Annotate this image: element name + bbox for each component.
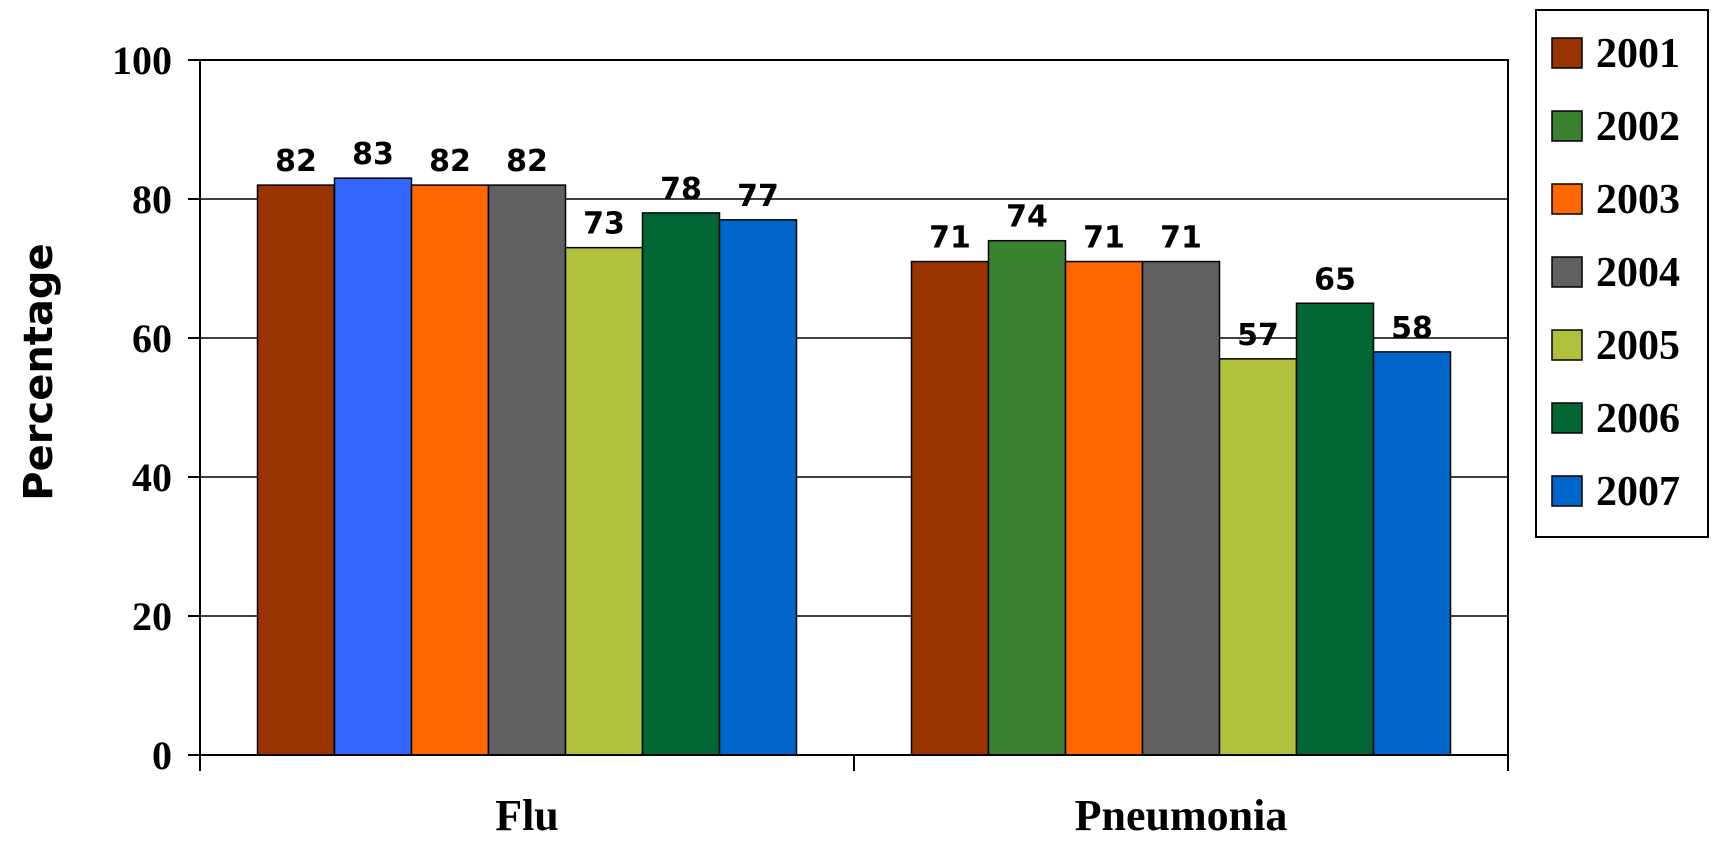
legend-swatch-2002 bbox=[1551, 110, 1583, 142]
bar-2006-pneumonia bbox=[1295, 302, 1375, 756]
legend-label: 2006 bbox=[1596, 396, 1680, 442]
bar-2001-flu bbox=[256, 184, 336, 756]
data-label: 82 bbox=[506, 144, 548, 179]
data-label: 71 bbox=[1083, 221, 1125, 256]
data-label: 83 bbox=[352, 137, 394, 172]
legend-swatch-2003 bbox=[1551, 183, 1583, 215]
category-labels: Flu Pneumonia bbox=[495, 791, 1287, 840]
axes bbox=[188, 59, 1509, 771]
data-label: 77 bbox=[737, 179, 779, 214]
bar-2001-pneumonia bbox=[910, 260, 990, 756]
bar-2004-flu bbox=[487, 184, 567, 756]
legend-label: 2004 bbox=[1596, 250, 1680, 296]
category-label: Pneumonia bbox=[1075, 791, 1288, 840]
bar-2003-pneumonia bbox=[1064, 260, 1144, 756]
legend-swatch-2006 bbox=[1551, 402, 1583, 434]
category-label: Flu bbox=[495, 791, 559, 840]
y-tick-label: 80 bbox=[132, 177, 172, 222]
bar-2005-flu bbox=[564, 246, 644, 756]
legend-label: 2007 bbox=[1596, 469, 1680, 515]
bar-2006-flu bbox=[641, 212, 721, 756]
legend: 2001 2002 2003 2004 2005 2006 2007 bbox=[1535, 9, 1709, 538]
bar-2003-flu bbox=[410, 184, 490, 756]
bar-2007-flu bbox=[718, 219, 798, 756]
data-label: 57 bbox=[1237, 318, 1279, 353]
legend-swatch-2007 bbox=[1551, 475, 1583, 507]
bar-2002-flu bbox=[333, 177, 413, 756]
y-tick-label: 40 bbox=[132, 455, 172, 500]
bar-2004-pneumonia bbox=[1141, 260, 1221, 756]
data-label: 71 bbox=[1160, 221, 1202, 256]
data-label: 82 bbox=[429, 144, 471, 179]
data-label: 82 bbox=[275, 144, 317, 179]
bars bbox=[256, 177, 1452, 756]
y-tick-labels: 0 20 40 60 80 100 bbox=[112, 38, 172, 778]
legend-label: 2005 bbox=[1596, 323, 1680, 369]
data-label: 78 bbox=[660, 172, 702, 207]
y-tick-label: 60 bbox=[132, 316, 172, 361]
data-label: 65 bbox=[1314, 262, 1356, 297]
y-axis-label: Percentage bbox=[16, 243, 62, 500]
y-tick-label: 0 bbox=[152, 733, 172, 778]
y-tick-label: 20 bbox=[132, 594, 172, 639]
data-labels: 82 83 82 82 73 78 77 71 74 71 71 57 65 58 bbox=[275, 137, 1433, 353]
legend-label: 2001 bbox=[1596, 31, 1680, 77]
data-label: 73 bbox=[583, 207, 625, 242]
data-label: 58 bbox=[1391, 311, 1433, 346]
legend-swatch-2004 bbox=[1551, 256, 1583, 288]
legend-label: 2002 bbox=[1596, 104, 1680, 150]
data-label: 74 bbox=[1006, 200, 1048, 235]
data-label: 71 bbox=[929, 221, 971, 256]
legend-swatch-2005 bbox=[1551, 329, 1583, 361]
y-tick-label: 100 bbox=[112, 38, 172, 83]
bar-2002-pneumonia bbox=[987, 239, 1067, 756]
bar-2005-pneumonia bbox=[1218, 358, 1298, 756]
legend-swatch-2001 bbox=[1551, 37, 1583, 69]
bar-2007-pneumonia bbox=[1372, 351, 1452, 756]
legend-label: 2003 bbox=[1596, 177, 1680, 223]
